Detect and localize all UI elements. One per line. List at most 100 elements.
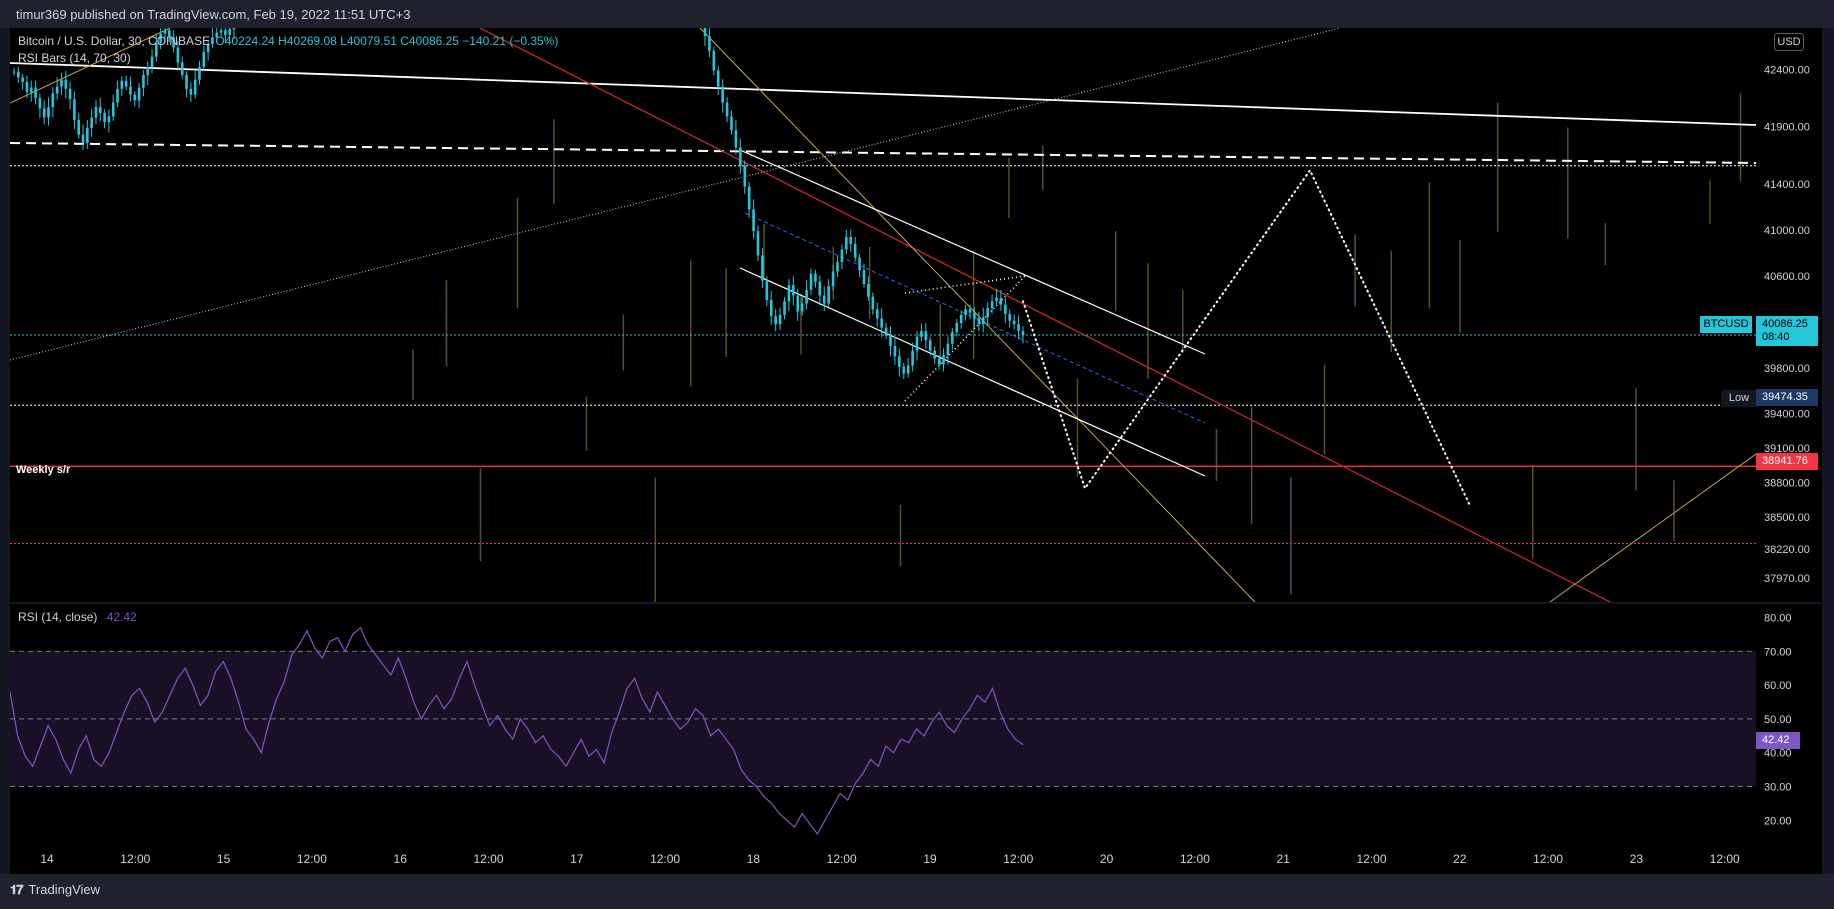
candle-body [774,316,777,325]
time-tick-label: 12:00 [1356,852,1386,866]
time-tick-label: 14 [40,852,54,866]
price-axis[interactable]: 42400.00 41900.00 41400.00 41000.00 40600.00… [1756,28,1822,602]
candle-body [193,79,197,95]
candle-body [836,262,839,272]
rsi-tick-label: 60.00 [1764,680,1792,692]
candle-body [951,332,954,344]
rsi-value-tag: 42.42 [1756,732,1800,749]
tradingview-logo[interactable]: 𝟏𝟕 TradingView [10,882,100,898]
candle-body [739,147,742,166]
low-price-tag: 39474.35 [1756,389,1818,406]
candle-body [911,350,914,366]
candle-body [787,285,791,302]
time-tick-label: 17 [570,852,584,866]
candle-body [142,75,145,88]
candle-body [73,99,76,120]
candle-body [937,358,941,365]
time-tick-label: 19 [923,852,937,866]
price-tick-label: 42400.00 [1764,64,1810,76]
candle-body [809,273,813,290]
candle-body [906,365,910,374]
candle-body [800,303,804,312]
time-tick-label: 12:00 [297,852,327,866]
candle-body [867,284,870,297]
candle-body [933,350,936,359]
candle-body [893,345,897,357]
rsi-legend: RSI (14, close) 42.42 [18,610,137,624]
candle-body [163,30,167,34]
candle-body [862,270,866,285]
currency-badge[interactable]: USD [1774,33,1804,51]
candle-body [47,107,50,118]
tv-logo-icon: 𝟏𝟕 [10,882,24,897]
rsi-panel[interactable]: RSI (14, close) 42.42 [10,604,1756,844]
candle-body [995,297,998,302]
candle-body [94,107,98,118]
time-tick-label: 12:00 [1003,852,1033,866]
candle-body [1008,313,1012,321]
price-panel[interactable]: Bitcoin / U.S. Dollar, 30, COINBASE O402… [10,28,1756,602]
channel-upper-line [739,149,1206,355]
red-descending-trend-line [479,28,1611,602]
rsi-tick-label: 30.00 [1764,782,1792,794]
candle-body [730,116,733,131]
candle-body [51,93,55,108]
candle-body [1012,320,1016,325]
rsi-tick-label: 40.00 [1764,748,1792,760]
footer: 𝟏𝟕 TradingView [0,874,1834,909]
candle-body [849,236,853,244]
candle-body [955,323,959,333]
candle-body [783,301,786,315]
candle-body [756,231,760,256]
symbol-legend: Bitcoin / U.S. Dollar, 30, COINBASE O402… [18,34,558,48]
candle-body [77,119,81,135]
rsi-tick-label: 70.00 [1764,646,1792,658]
candle-body [64,79,68,89]
candle-body [796,295,800,312]
candle-body [129,86,132,95]
candle-body [805,289,808,304]
white-trend-line [10,62,1756,126]
candle-body [159,33,162,43]
time-tick-label: 16 [394,852,408,866]
time-tick-label: 21 [1277,852,1291,866]
candle-body [924,331,928,341]
time-tick-label: 12:00 [827,852,857,866]
candle-body [42,108,46,118]
rsi-chart[interactable] [10,604,1756,844]
rsi-axis[interactable]: 80.00 70.00 60.00 50.00 40.00 30.00 20.00 [1756,604,1822,844]
rsi-tick-label: 80.00 [1764,613,1792,625]
candle-body [946,343,950,356]
price-tick-label: 38800.00 [1764,478,1810,490]
publish-text: timur369 published on TradingView.com, F… [16,7,411,22]
candle-body [120,80,124,89]
candle-body [990,301,994,309]
rsi-name: RSI (14, close) [18,610,98,624]
candle-body [792,285,795,296]
candle-body [146,67,150,76]
candle-body [180,62,184,76]
candle-body [880,318,883,328]
candle-body [769,300,773,317]
candle-body [103,112,106,123]
time-tick-label: 22 [1453,852,1467,866]
time-axis[interactable]: 14 12:00 15 12:00 16 12:00 17 12:00 18 12:00 19 12:… [10,844,1822,874]
time-tick-label: 12:00 [1533,852,1563,866]
candle-body [206,44,210,53]
price-tick-label: 40600.00 [1764,271,1810,283]
candle-body [124,80,128,87]
price-chart[interactable] [10,28,1756,602]
candle-body [116,88,119,103]
candle-body [167,30,171,38]
wedge-lower-line [904,275,1026,402]
candle-body [107,116,111,123]
price-tick-label: 38500.00 [1764,512,1810,524]
candle-body [889,335,892,346]
candle-body [973,312,976,319]
yellow-descending-line [699,28,1256,602]
symbol-name: Bitcoin / U.S. Dollar, 30, COINBASE [18,34,211,48]
candle-body [928,340,932,351]
candle-body [708,36,711,51]
candle-body [822,295,826,304]
price-tick-label: 41000.00 [1764,225,1810,237]
